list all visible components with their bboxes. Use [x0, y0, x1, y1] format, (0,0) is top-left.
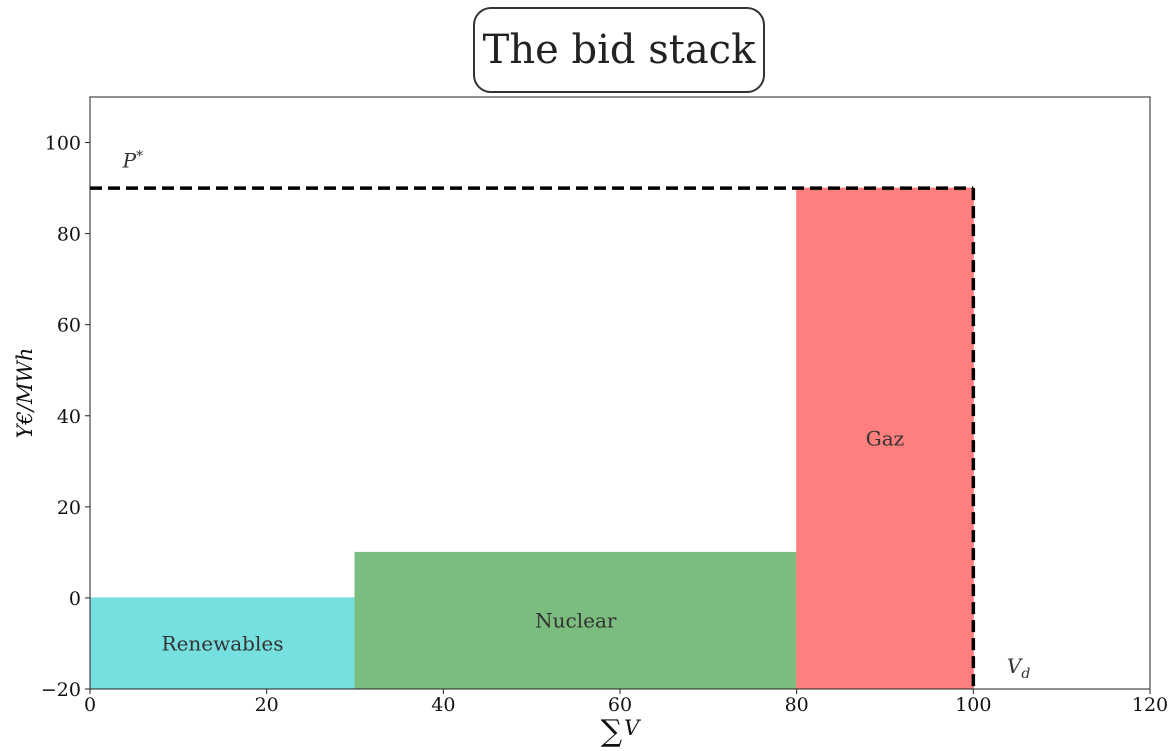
- bars-layer: [89, 187, 974, 690]
- bar-label-renewables: Renewables: [162, 631, 284, 655]
- x-tick-label: 80: [785, 694, 809, 716]
- y-axis-label: Y€/MWh: [13, 348, 37, 439]
- x-tick-label: 120: [1132, 694, 1168, 716]
- x-tick-label: 0: [84, 694, 96, 716]
- demand-volume-label: Vd: [1007, 654, 1030, 682]
- clearing-price-label: P*: [122, 149, 143, 173]
- y-tick-label: 20: [57, 497, 81, 519]
- x-tick-label: 60: [608, 694, 632, 716]
- y-tick-label: 100: [45, 133, 81, 155]
- y-tick-label: 0: [69, 588, 81, 610]
- x-axis-label: ∑V: [601, 714, 641, 749]
- reference-lines-layer: [90, 186, 976, 689]
- y-tick-label: 60: [57, 315, 81, 337]
- bar-gaz: [796, 187, 974, 690]
- y-tick-label: 40: [57, 406, 81, 428]
- y-tick-label: −20: [41, 679, 81, 701]
- bar-labels-layer: Renewables Nuclear Gaz: [162, 427, 905, 656]
- bar-nuclear: [354, 551, 798, 690]
- bar-label-gaz: Gaz: [866, 427, 904, 451]
- bar-renewables: [89, 597, 356, 690]
- bar-label-nuclear: Nuclear: [535, 609, 617, 633]
- x-tick-label: 40: [431, 694, 455, 716]
- y-tick-label: 80: [57, 224, 81, 246]
- x-tick-label: 20: [255, 694, 279, 716]
- x-tick-label: 100: [955, 694, 991, 716]
- chart-title: The bid stack: [473, 7, 765, 93]
